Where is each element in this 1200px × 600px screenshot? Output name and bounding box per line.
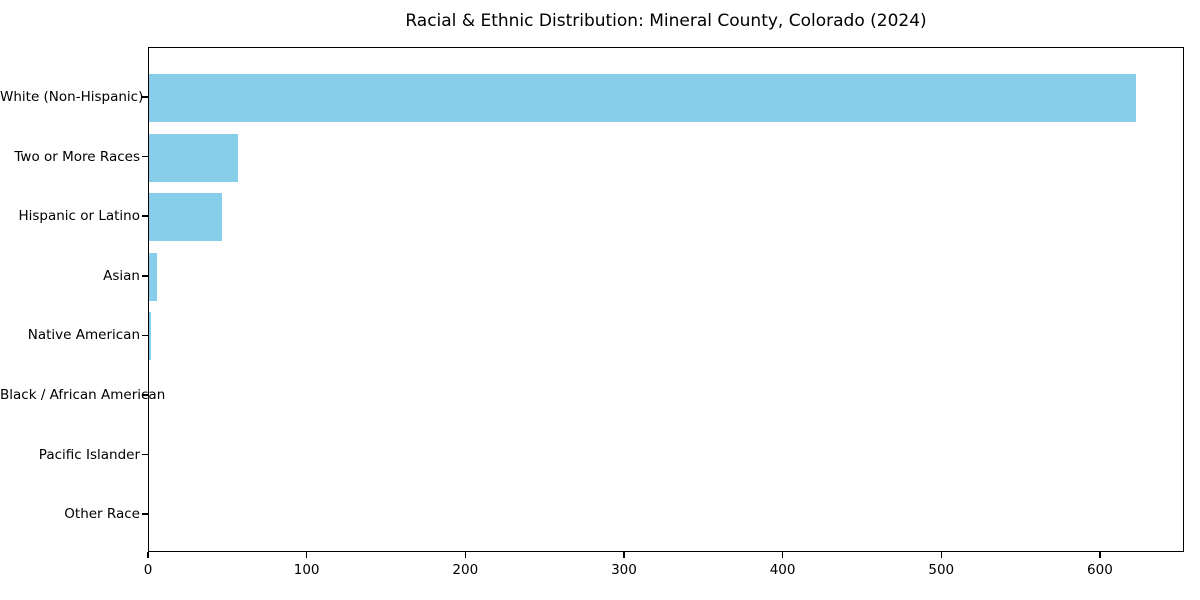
x-axis-label-200: 200 xyxy=(452,562,479,578)
y-axis-tick-white-non-hispanic xyxy=(142,96,148,98)
y-axis-tick-two-or-more-races xyxy=(142,155,148,158)
plot-area xyxy=(148,47,1184,552)
y-axis-label-pacific-islander: Pacific Islander xyxy=(38,446,140,463)
y-axis-tick-pacific-islander xyxy=(142,453,148,456)
y-axis-tick-black-african-american xyxy=(142,394,148,396)
x-axis-tick-300 xyxy=(623,552,625,558)
y-axis-label-two-or-more-races: Two or More Races xyxy=(14,148,140,165)
x-axis-tick-200 xyxy=(464,552,467,558)
y-axis-label-hispanic-or-latino: Hispanic or Latino xyxy=(18,208,140,225)
x-axis-tick-500 xyxy=(940,552,942,558)
x-axis-label-0: 0 xyxy=(143,562,153,578)
bar-asian xyxy=(149,252,157,301)
x-axis-label-600: 600 xyxy=(1087,562,1113,578)
y-axis-label-other-race: Other Race xyxy=(64,506,140,523)
x-axis-label-300: 300 xyxy=(611,562,637,578)
bar-two-or-more-races xyxy=(149,133,238,182)
bar-native-american xyxy=(149,312,151,361)
y-axis-tick-other-race xyxy=(142,513,148,515)
x-axis-label-100: 100 xyxy=(293,562,320,578)
bar-white-non-hispanic xyxy=(149,74,1136,122)
x-axis-tick-100 xyxy=(305,552,308,558)
x-axis-tick-600 xyxy=(1099,552,1101,558)
x-axis-label-500: 500 xyxy=(928,562,955,578)
y-axis-label-black-african-american: Black / African American xyxy=(0,387,166,403)
y-axis-tick-native-american xyxy=(142,334,148,337)
y-axis-label-white-non-hispanic: White (Non-Hispanic) xyxy=(0,89,144,105)
bar-hispanic-or-latino xyxy=(149,193,222,242)
x-axis-label-400: 400 xyxy=(769,562,796,578)
y-axis-tick-asian xyxy=(142,275,148,277)
chart-title: Racial & Ethnic Distribution: Mineral Co… xyxy=(405,11,927,31)
y-axis-label-asian: Asian xyxy=(103,267,140,284)
x-axis-tick-400 xyxy=(781,552,784,558)
y-axis-label-native-american: Native American xyxy=(27,327,140,344)
x-axis-tick-0 xyxy=(147,552,149,558)
y-axis-tick-hispanic-or-latino xyxy=(142,215,148,217)
